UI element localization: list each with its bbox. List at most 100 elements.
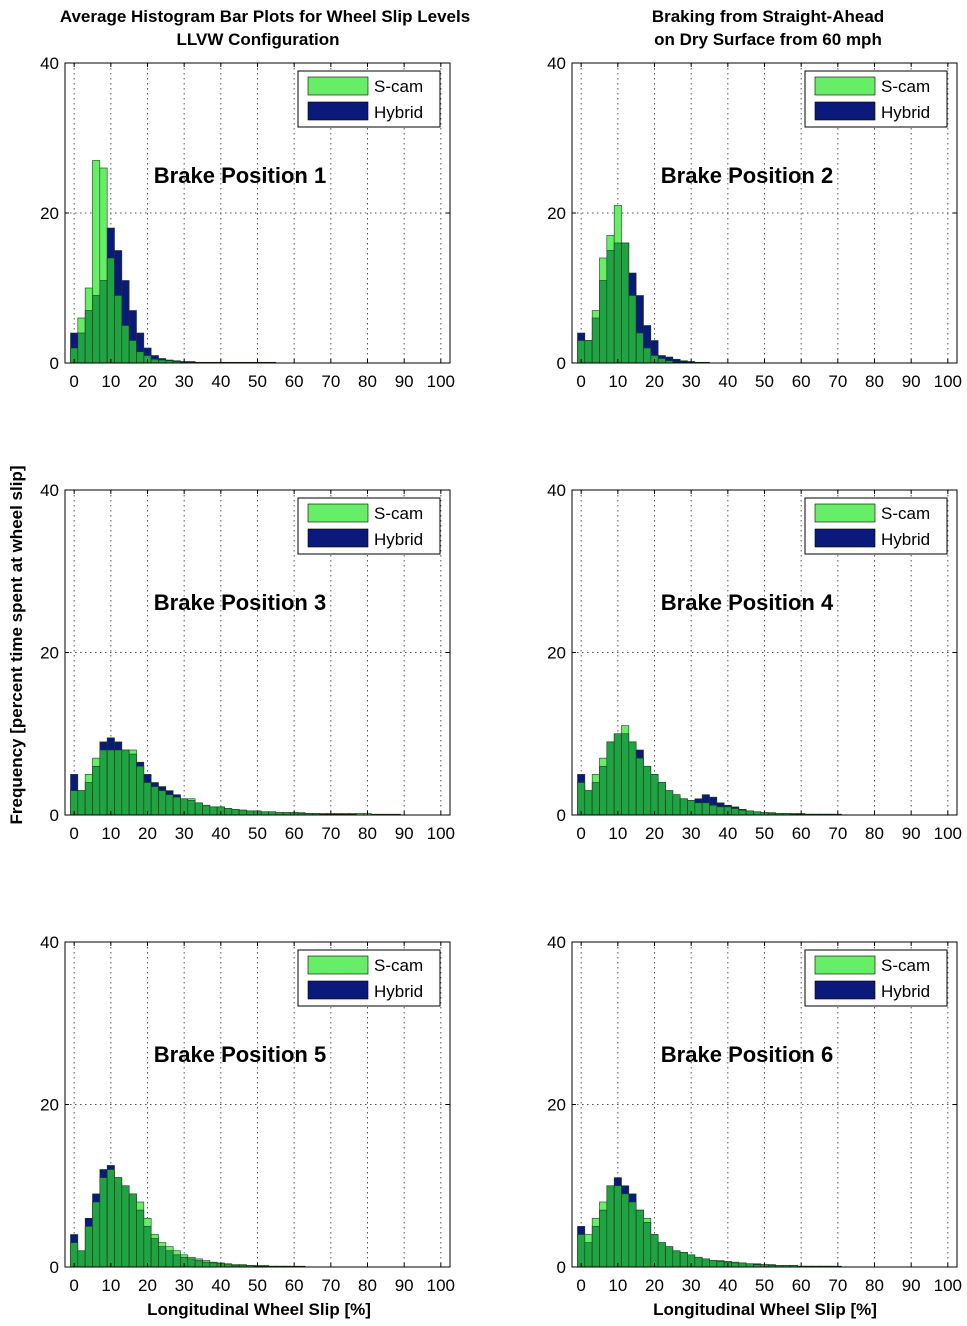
- legend-swatch-hybrid: [814, 101, 876, 121]
- legend-swatch-scam: [307, 955, 369, 975]
- bar-overlap: [606, 250, 615, 364]
- bar-overlap: [672, 1250, 681, 1268]
- x-tick-label: 50: [755, 824, 774, 843]
- bar-overlap: [187, 800, 196, 816]
- x-tick-label: 10: [101, 824, 120, 843]
- y-tick-label: 40: [40, 933, 59, 952]
- x-tick-label: 70: [321, 372, 340, 391]
- bar-overlap: [599, 1209, 608, 1268]
- bar-overlap: [209, 806, 218, 816]
- bar-overlap: [128, 753, 137, 816]
- x-tick-label: 40: [211, 1276, 230, 1295]
- legend-label-scam: S-cam: [374, 504, 423, 523]
- legend-swatch-hybrid: [307, 101, 369, 121]
- bar-overlap: [114, 295, 123, 364]
- bar-overlap: [128, 340, 137, 364]
- x-tick-label: 80: [865, 372, 884, 391]
- y-tick-label: 20: [40, 1096, 59, 1115]
- x-tick-label: 70: [321, 824, 340, 843]
- legend-swatch-scam: [814, 76, 876, 96]
- x-tick-label: 0: [69, 1276, 78, 1295]
- bar-overlap: [224, 808, 233, 816]
- legend-swatch-scam: [307, 76, 369, 96]
- x-tick-label: 70: [828, 824, 847, 843]
- x-tick-label: 30: [175, 824, 194, 843]
- bar-overlap: [165, 794, 174, 816]
- x-tick-label: 0: [576, 372, 585, 391]
- bar-overlap: [84, 782, 93, 816]
- bar-overlap: [121, 1185, 130, 1268]
- y-tick-label: 40: [547, 54, 566, 73]
- bar-overlap: [738, 809, 747, 816]
- bar-overlap: [231, 809, 240, 816]
- panel-label: Brake Position 5: [154, 1042, 326, 1067]
- bar-overlap: [694, 1256, 703, 1268]
- legend-swatch-hybrid: [814, 528, 876, 548]
- bar-overlap: [246, 810, 255, 816]
- x-tick-label: 100: [934, 372, 962, 391]
- bar-overlap: [121, 325, 130, 364]
- y-tick-label: 20: [547, 644, 566, 663]
- bar-overlap: [731, 808, 740, 816]
- x-tick-label: 10: [608, 372, 627, 391]
- bar-overlap: [136, 1209, 145, 1268]
- bar-overlap: [92, 295, 101, 364]
- legend-label-scam: S-cam: [374, 956, 423, 975]
- bar-overlap: [84, 1226, 93, 1268]
- x-tick-label: 60: [792, 372, 811, 391]
- bar-overlap: [209, 1262, 218, 1268]
- y-tick-label: 20: [40, 204, 59, 223]
- x-tick-label: 50: [248, 372, 267, 391]
- bar-overlap: [92, 1201, 101, 1268]
- x-tick-label: 50: [755, 1276, 774, 1295]
- x-tick-label: 60: [285, 1276, 304, 1295]
- x-tick-label: 80: [358, 824, 377, 843]
- panel-5: 0 10 20 30 40 50 60 70 80 90 100 0 20 40 Brake Positio…: [40, 933, 455, 1295]
- legend-label-scam: S-cam: [374, 77, 423, 96]
- x-tick-label: 70: [828, 1276, 847, 1295]
- bar-overlap: [114, 749, 123, 816]
- bar-overlap: [628, 295, 637, 364]
- bar-overlap: [665, 790, 674, 816]
- x-tick-label: 80: [358, 372, 377, 391]
- bar-overlap: [716, 806, 725, 816]
- bar-overlap: [745, 810, 754, 816]
- bar-overlap: [165, 1250, 174, 1268]
- legend-label-hybrid: Hybrid: [374, 982, 423, 1001]
- bar-overlap: [657, 1242, 666, 1268]
- legend-label-hybrid: Hybrid: [881, 530, 930, 549]
- x-axis-label-left: Longitudinal Wheel Slip [%]: [147, 1300, 371, 1319]
- x-tick-label: 100: [427, 1276, 455, 1295]
- x-tick-label: 30: [682, 824, 701, 843]
- bar-overlap: [606, 1185, 615, 1268]
- bar-overlap: [613, 733, 622, 816]
- bar-overlap: [628, 741, 637, 816]
- x-tick-label: 10: [101, 1276, 120, 1295]
- y-tick-label: 40: [40, 54, 59, 73]
- bar-overlap: [665, 1246, 674, 1268]
- y-tick-label: 40: [547, 933, 566, 952]
- x-tick-label: 60: [792, 824, 811, 843]
- bar-overlap: [701, 1258, 710, 1268]
- panel-label: Brake Position 2: [661, 163, 833, 188]
- x-tick-label: 0: [69, 372, 78, 391]
- y-tick-label: 0: [50, 354, 59, 373]
- x-tick-label: 100: [427, 824, 455, 843]
- x-tick-label: 60: [792, 1276, 811, 1295]
- x-tick-label: 40: [718, 372, 737, 391]
- legend-label-scam: S-cam: [881, 956, 930, 975]
- bar-overlap: [77, 790, 86, 816]
- bar-overlap: [621, 733, 630, 816]
- bar-overlap: [599, 765, 608, 816]
- bar-overlap: [584, 1242, 593, 1268]
- x-tick-label: 0: [576, 824, 585, 843]
- legend-label-hybrid: Hybrid: [374, 103, 423, 122]
- bar-overlap: [158, 790, 167, 816]
- x-tick-label: 50: [248, 1276, 267, 1295]
- bar-overlap: [77, 332, 86, 364]
- x-tick-label: 30: [682, 1276, 701, 1295]
- legend-label-hybrid: Hybrid: [881, 103, 930, 122]
- bar-overlap: [106, 1169, 115, 1268]
- x-tick-label: 90: [902, 1276, 921, 1295]
